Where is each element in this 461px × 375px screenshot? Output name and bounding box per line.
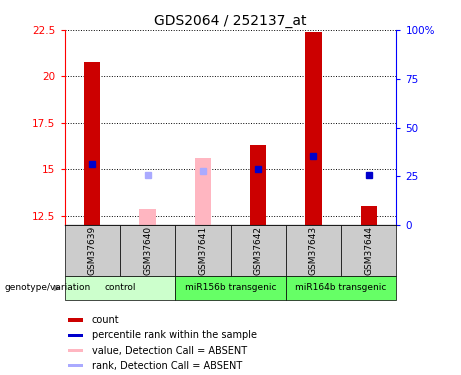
Bar [286, 276, 396, 300]
Bar [68, 364, 83, 368]
Text: percentile rank within the sample: percentile rank within the sample [92, 330, 257, 340]
Title: GDS2064 / 252137_at: GDS2064 / 252137_at [154, 13, 307, 28]
Bar [341, 225, 396, 276]
Bar [84, 62, 100, 225]
Bar [195, 158, 211, 225]
Bar [250, 145, 266, 225]
Bar [68, 349, 83, 352]
Text: miR164b transgenic: miR164b transgenic [296, 284, 387, 292]
Bar [286, 225, 341, 276]
Text: genotype/variation: genotype/variation [5, 284, 91, 292]
Bar [175, 276, 286, 300]
Text: GSM37644: GSM37644 [364, 226, 373, 275]
Bar [175, 225, 230, 276]
Text: GSM37642: GSM37642 [254, 226, 263, 275]
Text: GSM37639: GSM37639 [88, 226, 97, 275]
Bar [305, 32, 322, 225]
Bar [68, 334, 83, 337]
Bar [65, 276, 175, 300]
Bar [230, 225, 286, 276]
Text: GSM37640: GSM37640 [143, 226, 152, 275]
Text: GSM37641: GSM37641 [198, 226, 207, 275]
Text: rank, Detection Call = ABSENT: rank, Detection Call = ABSENT [92, 361, 242, 371]
Text: value, Detection Call = ABSENT: value, Detection Call = ABSENT [92, 346, 247, 355]
Bar [65, 225, 120, 276]
Bar [139, 209, 156, 225]
Text: count: count [92, 315, 119, 325]
Text: control: control [104, 284, 136, 292]
Bar [120, 225, 175, 276]
Bar [361, 206, 377, 225]
Text: GSM37643: GSM37643 [309, 226, 318, 275]
Text: miR156b transgenic: miR156b transgenic [185, 284, 276, 292]
Bar [68, 318, 83, 321]
